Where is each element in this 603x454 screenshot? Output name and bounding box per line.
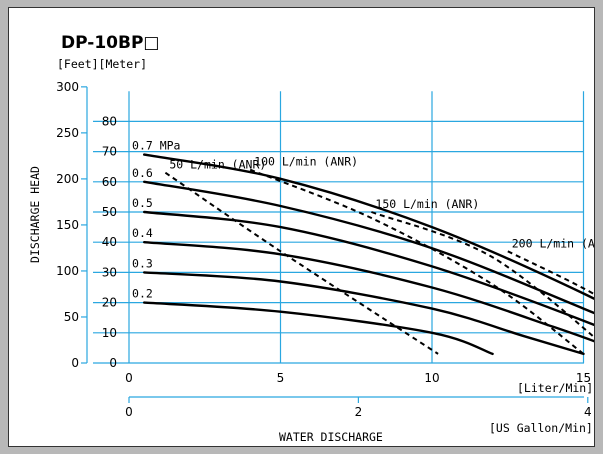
x-unit-secondary: [US Gallon/Min] bbox=[489, 421, 593, 435]
air-consumption-label: 150 L/min (ANR) bbox=[375, 197, 479, 211]
pressure-curve bbox=[143, 210, 594, 327]
pressure-curve-label: 0.2 bbox=[132, 287, 153, 301]
y-meter-tick-label: 40 bbox=[102, 235, 117, 249]
air-consumption-line bbox=[249, 168, 585, 355]
grid bbox=[81, 86, 589, 403]
chart-frame: DP-10BP□ [Feet][Meter] DISCHARGE HEAD WA… bbox=[8, 7, 595, 447]
x2-tick-label: 2 bbox=[355, 405, 363, 419]
x2-tick-label: 0 bbox=[125, 405, 133, 419]
chart: DP-10BP□ [Feet][Meter] DISCHARGE HEAD WA… bbox=[28, 33, 594, 444]
y-meter-tick-label: 30 bbox=[102, 265, 117, 279]
y-axis-label: DISCHARGE HEAD bbox=[28, 166, 42, 263]
y-meter-tick-label: 70 bbox=[102, 145, 117, 159]
x-tick-label: 15 bbox=[576, 371, 591, 385]
pressure-curve-label: 0.6 bbox=[132, 166, 153, 180]
series-labels: 0.7 MPa 0.6 0.5 0.4 0.3 0.2 50 L/min (ANR)100 … bbox=[132, 139, 594, 301]
y-feet-tick-label: 250 bbox=[56, 126, 79, 140]
y-feet-tick-label: 100 bbox=[56, 264, 79, 278]
y-feet-tick-label: 150 bbox=[56, 218, 79, 232]
y-feet-tick-label: 50 bbox=[64, 310, 79, 324]
pressure-curves bbox=[143, 153, 594, 356]
pressure-curve bbox=[143, 180, 594, 315]
y-meter-tick-label: 60 bbox=[102, 175, 117, 189]
y-meter-tick-label: 20 bbox=[102, 296, 117, 310]
y-feet-tick-label: 0 bbox=[71, 356, 79, 370]
y-feet-tick-label: 200 bbox=[56, 172, 79, 186]
pressure-curve bbox=[143, 153, 594, 300]
x-tick-label: 10 bbox=[424, 371, 439, 385]
pressure-curve-label: 0.7 MPa bbox=[132, 139, 180, 153]
air-consumption-label: 50 L/min (ANR) bbox=[169, 158, 266, 172]
x-axis-label: WATER DISCHARGE bbox=[279, 430, 383, 444]
y-units-label: [Feet][Meter] bbox=[57, 57, 147, 71]
x2-tick-label: 4 bbox=[584, 405, 592, 419]
x-tick-label: 0 bbox=[125, 371, 133, 385]
pressure-curve bbox=[143, 301, 494, 356]
pressure-curve bbox=[143, 241, 594, 343]
y-feet-tick-label: 300 bbox=[56, 80, 79, 94]
x-unit-primary: [Liter/Min] bbox=[517, 381, 593, 395]
pressure-curve-label: 0.5 bbox=[132, 196, 153, 210]
pressure-curve-label: 0.4 bbox=[132, 226, 153, 240]
chart-title: DP-10BP□ bbox=[61, 33, 159, 53]
air-consumption-line bbox=[164, 171, 439, 355]
pressure-curve-label: 0.3 bbox=[132, 256, 153, 270]
y-meter-tick-label: 50 bbox=[102, 205, 117, 219]
pressure-curve bbox=[143, 271, 585, 356]
y-meter-tick-label: 80 bbox=[102, 114, 117, 128]
y-meter-tick-label: 0 bbox=[109, 356, 117, 370]
air-consumption-label: 100 L/min (ANR) bbox=[254, 155, 358, 169]
x-tick-label: 5 bbox=[277, 371, 285, 385]
y-meter-tick-label: 10 bbox=[102, 326, 117, 340]
air-consumption-label: 200 L/min (ANR) bbox=[512, 236, 594, 250]
air-consumption-lines bbox=[164, 168, 594, 355]
air-consumption-line bbox=[371, 211, 594, 339]
